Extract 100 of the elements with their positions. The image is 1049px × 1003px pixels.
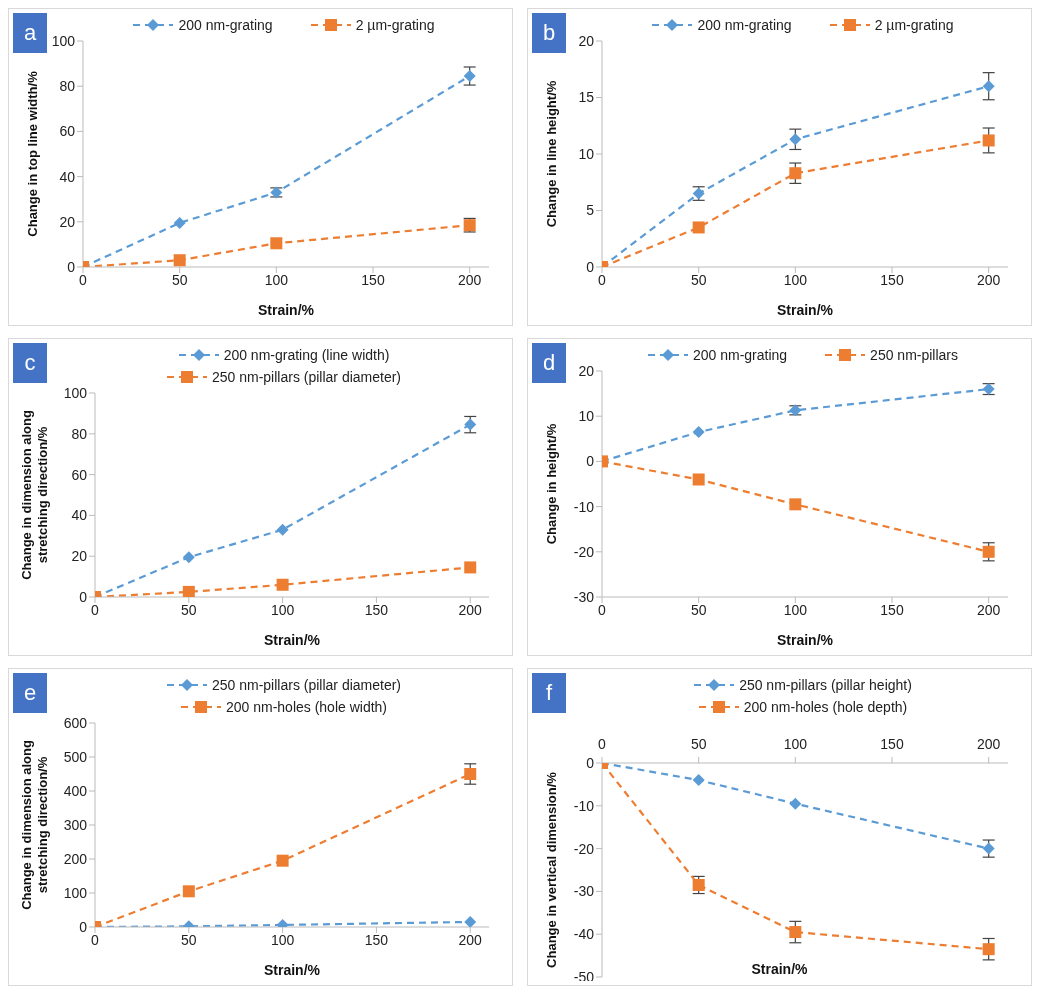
x-tick-label: 0: [598, 601, 607, 618]
y-tick-label: 60: [59, 123, 76, 140]
y-axis-title: Change in height/%: [544, 423, 559, 545]
point: [692, 774, 705, 787]
legend-label: 200 nm-holes (hole width): [225, 699, 388, 715]
y-tick-label: 5: [586, 202, 595, 219]
x-tick-label: 50: [690, 271, 707, 288]
y-tick-label: -30: [573, 588, 595, 605]
legend-label: 250 nm-pillars (pillar diameter): [211, 369, 402, 385]
point: [276, 854, 289, 867]
y-tick-label: 10: [578, 408, 595, 425]
x-tick-label: 100: [783, 736, 808, 752]
y-tick-label: 20: [578, 32, 595, 49]
point: [464, 561, 477, 574]
y-tick-label: -10: [573, 797, 595, 814]
point: [692, 426, 705, 439]
point: [982, 943, 995, 956]
point: [276, 578, 289, 591]
point: [789, 167, 802, 180]
y-axis-title: Change in vertical dimension/%: [544, 771, 559, 968]
point: [464, 915, 477, 927]
x-tick-label: 200: [457, 271, 482, 288]
x-tick-label: 50: [690, 601, 707, 618]
point: [789, 498, 802, 511]
y-tick-label: 200: [63, 850, 88, 867]
x-axis-title: Strain/%: [776, 302, 834, 318]
y-tick-label: 100: [51, 32, 76, 49]
point: [463, 70, 476, 83]
x-tick-label: 50: [171, 271, 188, 288]
y-tick-label: 0: [79, 918, 88, 935]
point: [789, 797, 802, 810]
y-tick-label: 40: [71, 507, 88, 524]
y-axis-title: Change in line height/%: [544, 80, 559, 228]
point: [270, 237, 283, 250]
point: [182, 885, 195, 898]
x-tick-label: 200: [458, 601, 483, 618]
point: [464, 768, 477, 780]
point: [276, 523, 289, 536]
x-tick-label: 150: [880, 271, 904, 288]
x-axis-title: Strain/%: [257, 302, 315, 318]
y-axis-title: Change in dimension along stretching direction/%: [19, 410, 50, 580]
x-tick-label: 200: [976, 601, 1001, 618]
y-tick-label: -20: [573, 543, 595, 560]
x-tick-label: 200: [976, 271, 1001, 288]
legend-label: 250 nm-pillars (pillar diameter): [211, 677, 402, 693]
y-tick-label: 20: [71, 548, 88, 565]
x-tick-label: 50: [690, 736, 707, 752]
point: [789, 926, 802, 939]
y-tick-label: -40: [573, 926, 595, 943]
x-tick-label: 150: [364, 601, 389, 618]
text: b: [532, 13, 566, 53]
y-tick-label: 20: [578, 362, 595, 379]
x-tick-label: 100: [783, 271, 808, 288]
y-tick-label: 0: [586, 754, 595, 771]
y-tick-label: 60: [71, 466, 88, 483]
point: [173, 216, 186, 229]
x-tick-label: 100: [270, 931, 295, 948]
x-tick-label: 0: [598, 736, 607, 752]
y-tick-label: 600: [63, 714, 88, 731]
legend-label: 2 µm-grating: [355, 17, 435, 33]
point: [982, 80, 995, 93]
x-axis-title: Strain/%: [263, 962, 321, 978]
text: d: [532, 343, 566, 383]
x-tick-label: 100: [264, 271, 289, 288]
y-axis-title: Change in dimension along stretching direction/%: [19, 740, 50, 910]
y-tick-label: 0: [79, 588, 88, 605]
point: [692, 221, 705, 234]
y-tick-label: 80: [59, 78, 76, 95]
x-tick-label: 150: [361, 271, 385, 288]
legend-label: 200 nm-grating (line width): [223, 347, 390, 363]
point: [982, 134, 995, 147]
x-axis-title: Strain/%: [776, 632, 834, 648]
x-tick-label: 0: [91, 931, 100, 948]
x-axis-title: Strain/%: [751, 961, 808, 977]
legend-label: 200 nm-holes (hole depth): [743, 699, 908, 715]
point: [692, 473, 705, 486]
x-tick-label: 50: [181, 931, 197, 948]
text: c: [13, 343, 47, 383]
y-tick-label: 300: [63, 816, 88, 833]
y-tick-label: 15: [578, 89, 595, 106]
y-tick-label: -30: [573, 883, 595, 900]
x-tick-label: 100: [270, 601, 295, 618]
legend-label: 2 µm-grating: [874, 17, 954, 33]
text: e: [13, 673, 47, 713]
x-tick-label: 50: [181, 601, 197, 618]
point: [182, 585, 195, 597]
text: a: [13, 13, 47, 53]
legend-label: 200 nm-grating: [178, 17, 273, 33]
legend-label: 200 nm-grating: [692, 347, 788, 363]
x-tick-label: 150: [364, 931, 389, 948]
legend-label: 250 nm-pillars: [870, 347, 959, 363]
y-tick-label: 400: [63, 782, 88, 799]
y-tick-label: 100: [63, 384, 88, 401]
legend-label: 200 nm-grating: [697, 17, 792, 33]
text: f: [532, 673, 566, 713]
point: [982, 545, 995, 558]
y-tick-label: 0: [586, 453, 595, 470]
point: [173, 254, 186, 267]
y-tick-label: 40: [59, 168, 76, 185]
legend-label: 250 nm-pillars (pillar height): [739, 677, 912, 693]
